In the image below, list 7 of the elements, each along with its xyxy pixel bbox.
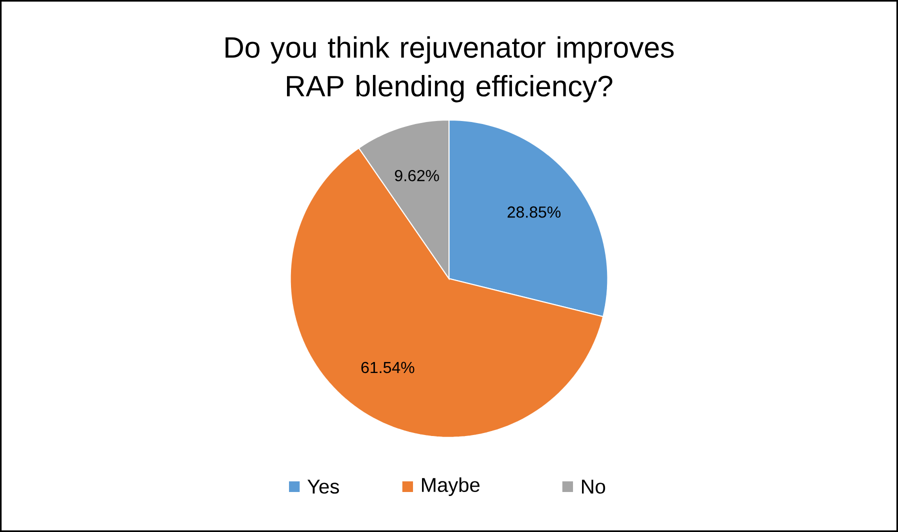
legend-label: Maybe xyxy=(422,477,480,496)
data-label: 61.54% xyxy=(361,362,414,374)
legend-label: No xyxy=(582,480,606,494)
chart-title: Do you think rejuvenator improves RAP blending efficiency? xyxy=(226,36,674,102)
data-label: 28.85% xyxy=(508,206,561,218)
legend-label: Yes xyxy=(307,480,339,494)
data-label: 9.62% xyxy=(394,170,439,182)
